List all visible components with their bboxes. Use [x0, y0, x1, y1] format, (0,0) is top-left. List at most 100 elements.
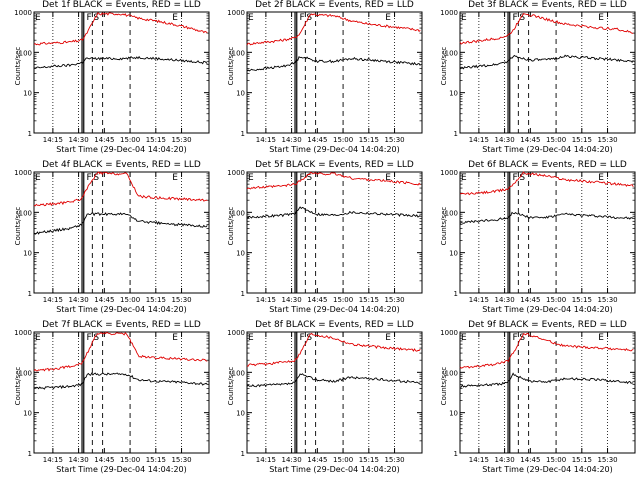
y-tick-label: 1 — [28, 290, 32, 298]
events-series-line — [33, 212, 208, 235]
detector-panel: Det 4f BLACK = Events, RED = LLD Start Ti… — [0, 160, 213, 320]
y-tick-label: 10 — [236, 90, 245, 98]
plot-svg: 1 10 100 1000 14:15 14:30 14:45 15:00 15:15 15:30… — [14, 9, 210, 144]
y-tick-label: 1 — [28, 450, 32, 458]
panel-title: Det 5f BLACK = Events, RED = LLD — [255, 160, 414, 170]
x-tick-label: 15:00 — [120, 296, 140, 304]
marker-label: E — [248, 173, 254, 183]
detector-panel: Det 7f BLACK = Events, RED = LLD Start Ti… — [0, 320, 213, 480]
marker-label: E — [461, 173, 467, 183]
x-tick-label: 14:15 — [43, 456, 63, 464]
x-tick-label: 15:30 — [384, 136, 404, 144]
x-tick-label: 15:30 — [171, 456, 191, 464]
marker-label: E — [172, 13, 178, 23]
marker-label: E — [172, 333, 178, 343]
panel-title: Det 8f BLACK = Events, RED = LLD — [255, 320, 414, 330]
marker-label: E — [248, 13, 254, 23]
y-tick-label: 10 — [23, 250, 32, 258]
x-axis-label: Start Time (29-Dec-04 14:04:20) — [56, 145, 187, 154]
plot-frame — [33, 331, 210, 454]
x-axis-label: Start Time (29-Dec-04 14:04:20) — [269, 145, 400, 154]
plot-svg: 1 10 100 1000 14:15 14:30 14:45 15:00 15:15 15:30… — [440, 169, 636, 304]
marker-label: F — [299, 173, 304, 183]
x-tick-label: 14:15 — [469, 136, 489, 144]
events-series-line — [459, 211, 634, 225]
events-series-line — [33, 372, 208, 390]
marker-label: F — [512, 173, 517, 183]
marker-label: S — [93, 333, 99, 343]
lld-series-line — [33, 171, 208, 207]
panel-title: Det 3f BLACK = Events, RED = LLD — [468, 0, 627, 10]
y-tick-label: 1 — [28, 130, 32, 138]
detector-panel: Det 9f BLACK = Events, RED = LLD Start Ti… — [426, 320, 639, 480]
plot-svg: 1 10 100 1000 14:15 14:30 14:45 15:00 15:15 15:30… — [227, 169, 423, 304]
detector-panel: Det 6f BLACK = Events, RED = LLD Start Ti… — [426, 160, 639, 320]
x-tick-label: 15:00 — [546, 296, 566, 304]
x-tick-label: 15:30 — [597, 296, 617, 304]
x-tick-label: 15:30 — [384, 296, 404, 304]
x-tick-label: 14:15 — [43, 296, 63, 304]
x-tick-label: 14:45 — [520, 296, 540, 304]
x-tick-label: 14:30 — [282, 456, 302, 464]
plot-svg: 1 10 100 1000 14:15 14:30 14:45 15:00 15:15 15:30… — [14, 329, 210, 464]
marker-label: S — [306, 13, 312, 23]
x-tick-label: 15:00 — [333, 296, 353, 304]
lld-series-line — [459, 12, 634, 45]
x-tick-label: 14:15 — [469, 456, 489, 464]
y-tick-label: 100 — [232, 209, 245, 217]
plot-frame — [459, 11, 636, 134]
detector-panel: Det 1f BLACK = Events, RED = LLD Start Ti… — [0, 0, 213, 160]
marker-label: F — [299, 333, 304, 343]
detector-panel: Det 3f BLACK = Events, RED = LLD Start Ti… — [426, 0, 639, 160]
marker-label: F — [512, 333, 517, 343]
x-tick-label: 15:00 — [120, 136, 140, 144]
x-tick-label: 14:30 — [282, 136, 302, 144]
x-tick-label: 15:30 — [171, 296, 191, 304]
x-tick-label: 15:15 — [572, 136, 592, 144]
x-tick-label: 15:00 — [546, 456, 566, 464]
detector-panel: Det 2f BLACK = Events, RED = LLD Start Ti… — [213, 0, 426, 160]
x-tick-label: 14:30 — [69, 456, 89, 464]
x-tick-label: 14:30 — [495, 456, 515, 464]
y-tick-label: 1000 — [227, 329, 245, 337]
y-tick-label: 10 — [23, 90, 32, 98]
x-tick-label: 14:15 — [469, 296, 489, 304]
marker-label: S — [519, 173, 525, 183]
y-tick-label: 100 — [19, 49, 32, 57]
x-axis-label: Start Time (29-Dec-04 14:04:20) — [56, 465, 187, 474]
lld-series-line — [459, 332, 634, 369]
x-tick-label: 15:00 — [333, 136, 353, 144]
lld-series-line — [33, 12, 208, 46]
y-tick-label: 1 — [241, 290, 245, 298]
x-axis-label: Start Time (29-Dec-04 14:04:20) — [269, 305, 400, 314]
marker-label: E — [385, 333, 391, 343]
y-tick-label: 10 — [449, 90, 458, 98]
y-tick-label: 10 — [236, 410, 245, 418]
plot-svg: 1 10 100 1000 14:15 14:30 14:45 15:00 15:15 15:30… — [227, 329, 423, 464]
plot-frame — [459, 171, 636, 294]
plot-svg: 1 10 100 1000 14:15 14:30 14:45 15:00 15:15 15:30… — [440, 329, 636, 464]
x-tick-label: 15:00 — [333, 456, 353, 464]
y-tick-label: 1000 — [440, 329, 458, 337]
x-tick-label: 14:30 — [495, 136, 515, 144]
marker-label: S — [93, 173, 99, 183]
events-series-line — [459, 54, 634, 70]
y-tick-label: 100 — [232, 369, 245, 377]
y-tick-label: 1 — [241, 450, 245, 458]
x-tick-label: 14:15 — [256, 456, 276, 464]
x-tick-label: 15:15 — [359, 456, 379, 464]
lld-series-line — [33, 331, 208, 372]
y-tick-label: 1000 — [14, 9, 32, 17]
y-tick-label: 1000 — [227, 9, 245, 17]
x-tick-label: 14:15 — [256, 136, 276, 144]
marker-label: F — [86, 333, 91, 343]
x-tick-label: 14:30 — [495, 296, 515, 304]
marker-label: E — [461, 13, 467, 23]
x-tick-label: 15:30 — [171, 136, 191, 144]
x-tick-label: 15:15 — [359, 296, 379, 304]
y-tick-label: 1000 — [440, 169, 458, 177]
marker-label: S — [519, 333, 525, 343]
detector-panel: Det 8f BLACK = Events, RED = LLD Start Ti… — [213, 320, 426, 480]
y-tick-label: 1000 — [440, 9, 458, 17]
